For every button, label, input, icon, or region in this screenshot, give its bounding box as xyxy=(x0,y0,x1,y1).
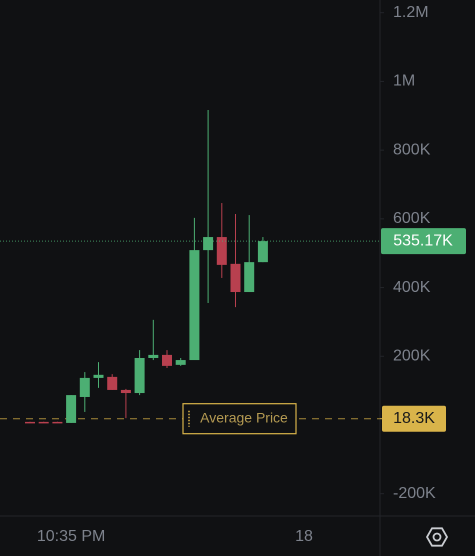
settings-icon[interactable] xyxy=(425,527,449,547)
average-price-name: Average Price xyxy=(200,409,288,425)
y-tick-label: -200K xyxy=(393,485,436,502)
candle-body xyxy=(52,421,63,424)
average-price-value: 18.3K xyxy=(393,410,435,427)
y-tick-label: 200K xyxy=(393,347,431,364)
average-price-box xyxy=(182,403,297,435)
last-price-value: 535.17K xyxy=(393,232,453,249)
candle-body xyxy=(25,421,35,424)
candle-body xyxy=(244,262,255,293)
y-tick-label: 400K xyxy=(393,279,431,296)
candle-body xyxy=(257,241,268,263)
candle-body xyxy=(175,360,186,365)
candle-body xyxy=(230,263,241,293)
candle-body xyxy=(93,374,104,378)
candle-body xyxy=(120,389,131,394)
candle-body xyxy=(66,395,77,423)
y-tick-label: 1.2M xyxy=(393,4,429,21)
x-tick-label: 18 xyxy=(295,528,313,545)
candle-body xyxy=(216,237,227,265)
candle-body xyxy=(107,376,118,390)
y-tick-label: 800K xyxy=(393,141,431,158)
x-tick-label: 10:35 PM xyxy=(37,528,105,545)
candle-body xyxy=(38,421,49,424)
candle-body xyxy=(189,250,200,361)
average-price-axis-box xyxy=(382,405,446,432)
candle-body xyxy=(79,377,90,397)
average-price-tag: Average Price xyxy=(182,403,297,435)
last-price-box xyxy=(381,228,466,255)
settings-dot[interactable] xyxy=(432,532,442,542)
candle-body xyxy=(203,237,214,251)
candle-body xyxy=(148,354,159,358)
y-tick-label: 600K xyxy=(393,210,431,227)
y-tick-label: 1M xyxy=(393,73,415,90)
candle-body xyxy=(134,357,145,394)
settings-hexagon[interactable] xyxy=(425,527,449,547)
candle-body xyxy=(162,354,172,366)
